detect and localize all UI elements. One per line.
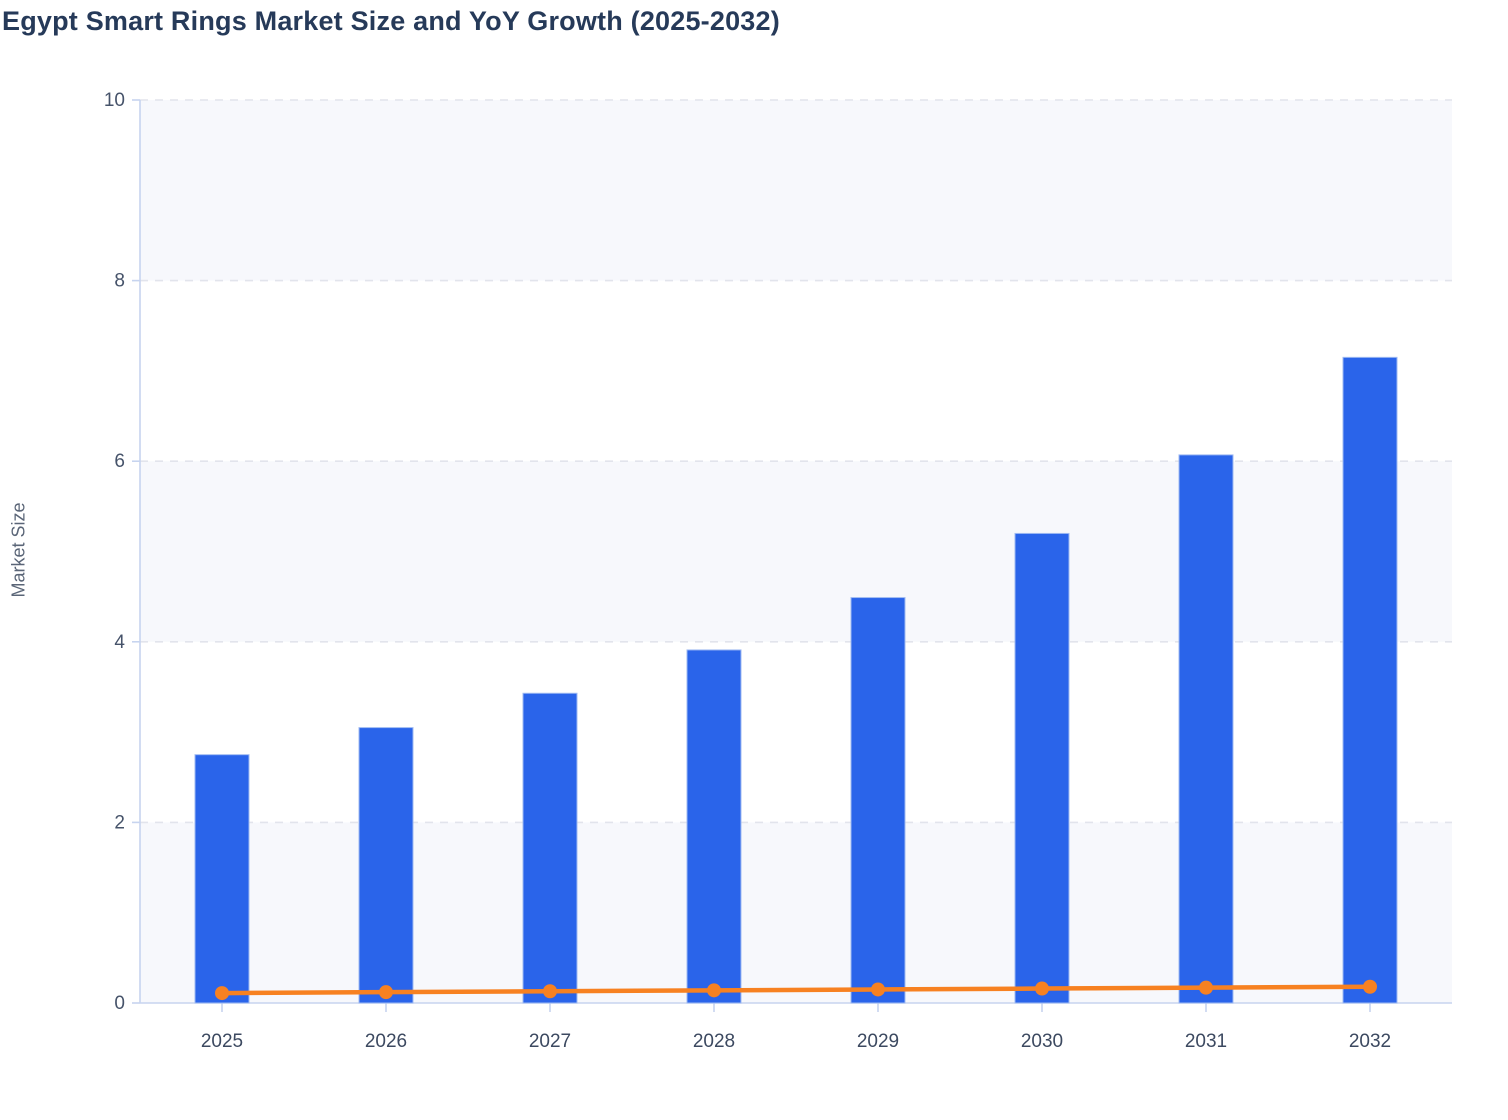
y-tick-label: 10 xyxy=(104,90,125,111)
x-tick-label: 2030 xyxy=(1021,1031,1063,1052)
line-point-2027[interactable] xyxy=(543,984,557,999)
bar-2027[interactable] xyxy=(522,692,578,1004)
y-tick-label: 8 xyxy=(114,271,125,292)
x-tick-label: 2031 xyxy=(1185,1031,1227,1052)
line-point-2025[interactable] xyxy=(215,986,229,1001)
x-tick-label: 2029 xyxy=(857,1031,899,1052)
bar-2031[interactable] xyxy=(1178,454,1234,1004)
line-point-2028[interactable] xyxy=(707,983,721,998)
x-tick-label: 2026 xyxy=(365,1031,407,1052)
x-tick-label: 2028 xyxy=(693,1031,735,1052)
line-point-2031[interactable] xyxy=(1199,980,1213,995)
y-tick-label: 6 xyxy=(114,451,125,472)
chart-title: Egypt Smart Rings Market Size and YoY Gr… xyxy=(2,6,780,36)
bar-2025[interactable] xyxy=(194,754,250,1004)
line-point-2030[interactable] xyxy=(1035,981,1049,996)
x-tick-label: 2025 xyxy=(201,1031,243,1052)
plot-band xyxy=(140,100,1452,281)
bar-2032[interactable] xyxy=(1342,356,1398,1004)
yoy-growth-line xyxy=(219,984,1373,996)
plot-band xyxy=(140,822,1452,1003)
y-tick-label: 4 xyxy=(114,632,125,653)
line-point-2026[interactable] xyxy=(379,985,393,1000)
y-tick-label: 2 xyxy=(114,812,125,833)
y-tick-label: 0 xyxy=(114,993,125,1014)
x-tick-label: 2027 xyxy=(529,1031,571,1052)
x-tick-label: 2032 xyxy=(1349,1031,1391,1052)
line-point-2029[interactable] xyxy=(871,982,885,997)
bar-2029[interactable] xyxy=(850,597,906,1004)
bar-2026[interactable] xyxy=(358,727,414,1004)
line-point-2032[interactable] xyxy=(1363,979,1377,994)
plot-band xyxy=(140,461,1452,642)
bar-2030[interactable] xyxy=(1014,532,1070,1004)
bar-2028[interactable] xyxy=(686,649,742,1004)
